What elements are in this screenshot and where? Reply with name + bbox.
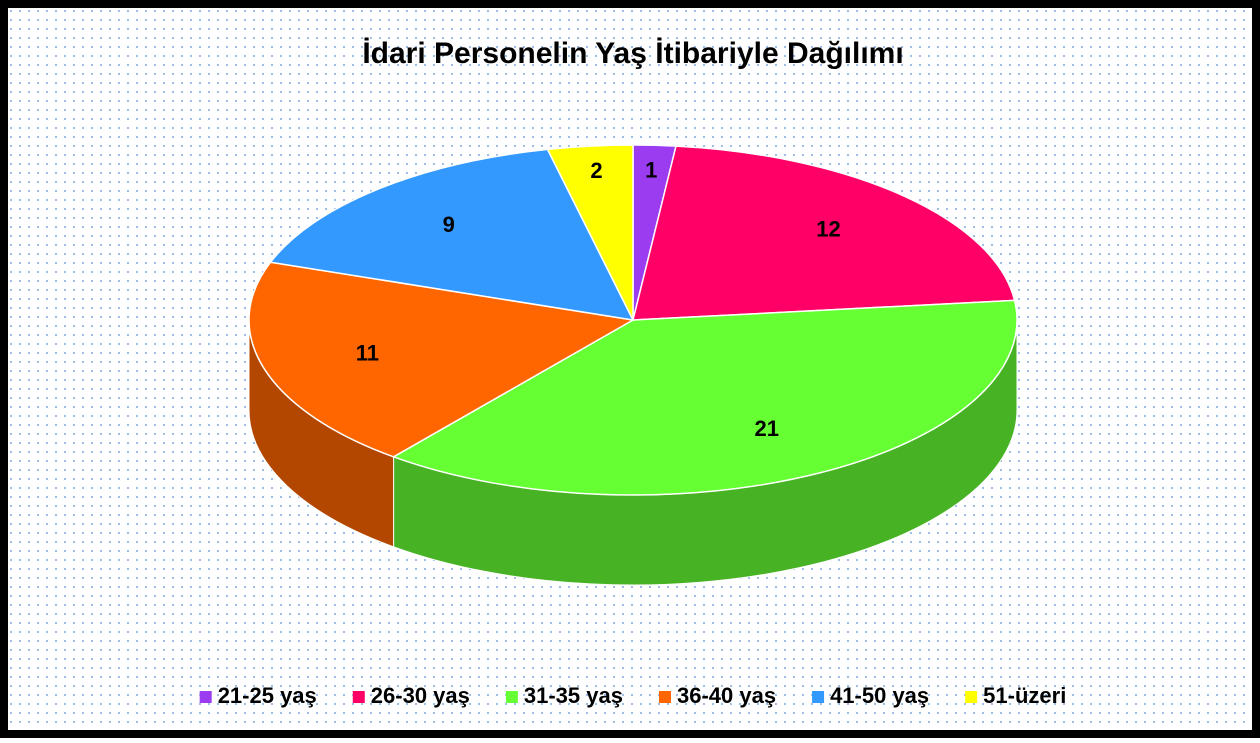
legend-label: 21-25 yaş [218,683,317,708]
legend-swatch [812,691,825,703]
legend-swatch [965,691,978,703]
data-label: 11 [356,341,379,366]
slice [391,299,1018,496]
slice [269,148,635,321]
legend-label: 26-30 yaş [371,683,470,708]
data-label: 1 [645,157,657,182]
legend-label: 36-40 yaş [677,683,776,708]
slice [248,261,636,458]
chart-title: İdari Personelin Yaş İtibariyle Dağılımı [362,37,903,70]
data-label: 9 [443,212,455,237]
legend-label: 51-üzeri [983,683,1066,708]
legend-swatch [199,691,212,703]
legend-swatch [658,691,671,703]
slice [632,145,1016,321]
data-label: 21 [754,416,778,441]
legend-swatch [505,691,518,703]
legend-label: 41-50 yaş [830,683,929,708]
legend-label: 31-35 yaş [524,683,623,708]
legend-swatch [352,691,365,703]
slice [546,144,634,321]
data-label: 2 [590,158,602,183]
data-label: 12 [816,217,840,242]
